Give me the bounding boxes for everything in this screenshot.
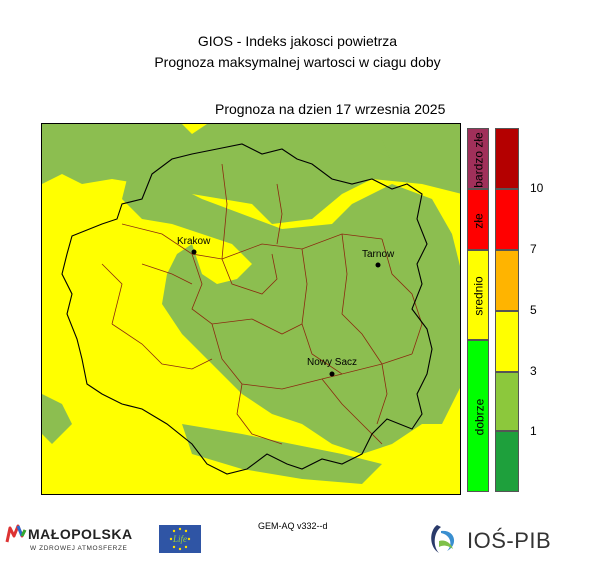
category-dobrze: dobrze (467, 340, 489, 492)
title-line-2: Prognoza maksymalnej wartosci w ciagu do… (154, 54, 441, 70)
forecast-date: Prognoza na dzien 17 wrzesnia 2025 (215, 101, 446, 117)
green-zones (42, 124, 460, 484)
voivodeship-border (61, 143, 433, 475)
city-tarnow: Tarnow (362, 249, 395, 268)
scale-tick: 7 (530, 242, 537, 256)
green-zone-south (182, 424, 382, 484)
scale-tick: 10 (530, 181, 544, 195)
ios-pib-logo-icon (431, 525, 455, 553)
city-marker (375, 262, 381, 268)
city-marker (191, 249, 197, 255)
city-label-nowy-sacz: Nowy Sacz (307, 357, 357, 368)
city-label-krakow: Krakow (177, 236, 211, 247)
city-nowy-sacz: Nowy Sacz (307, 357, 357, 377)
green-patch-ne (342, 139, 392, 169)
category-zle: złe (467, 189, 489, 250)
eu-flag-text: Life (172, 534, 187, 544)
scale-segment (495, 372, 519, 431)
green-zone-central (122, 179, 460, 454)
green-zone-west (42, 394, 72, 444)
city-krakow: Krakow (177, 236, 211, 255)
category-label: dobrze (472, 398, 487, 436)
title-line-1: GIOS - Indeks jakosci powietrza (197, 33, 398, 49)
ios-pib-name: IOŚ-PIB (467, 528, 552, 553)
city-marker (329, 371, 335, 377)
scale-tick: 1 (530, 424, 537, 438)
category-label: srednio (472, 276, 487, 316)
scale-segment (495, 431, 519, 492)
scale-tick: 3 (530, 364, 537, 378)
green-patch-n (192, 139, 252, 179)
malopolska-slogan: W ZDROWEJ ATMOSFERZE (30, 545, 128, 552)
district-borders (101, 163, 423, 445)
scale-tick: 5 (530, 303, 537, 317)
city-label-tarnow: Tarnow (362, 249, 395, 260)
scale-segment (495, 189, 519, 250)
scale-segment (495, 128, 519, 189)
air-quality-map: Krakow Tarnow Nowy Sacz (41, 123, 461, 495)
scale-segment (495, 311, 519, 372)
malopolska-logo-icon (5, 524, 27, 543)
scale-segment (495, 250, 519, 311)
model-label: GEM-AQ v332--d (258, 521, 328, 531)
eu-life-flag-icon: Life (159, 525, 201, 553)
category-label: bardzo złe (472, 131, 486, 188)
malopolska-name: MAŁOPOLSKA (28, 526, 133, 542)
category-srednio: srednio (467, 250, 489, 340)
map-canvas: Krakow Tarnow Nowy Sacz (42, 124, 460, 494)
category-bardzo-zle: bardzo złe (467, 128, 489, 189)
category-label: złe (472, 212, 486, 229)
